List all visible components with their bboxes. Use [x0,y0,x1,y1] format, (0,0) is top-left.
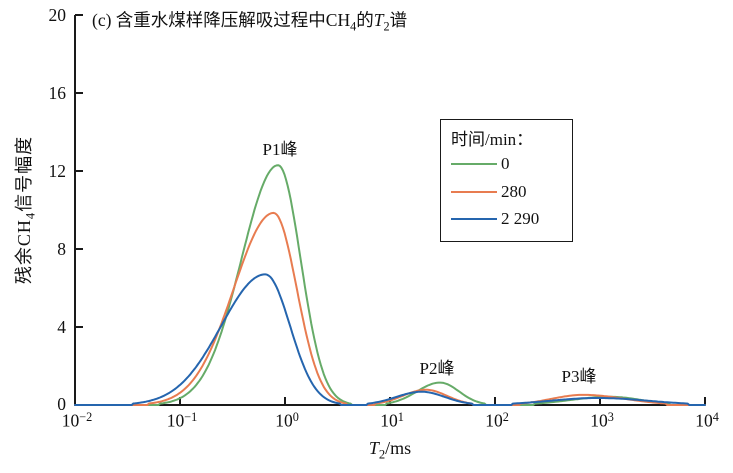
legend-line-green [451,163,497,166]
x-tick-exp: 3 [607,410,614,424]
curve-2290min [74,273,706,406]
x-tick-base: 10 [380,410,398,431]
y-tick-label-8: 8 [57,238,66,259]
y-tick-label-4: 4 [57,316,66,337]
x-tick-label-1e3: 103 [562,410,642,431]
y-axis-label: 残余CH4信号幅度 [14,136,38,284]
legend-entry-0: 0 [451,151,564,177]
peak-label-p1: P1峰 [262,140,298,160]
legend-entry-280: 280 [451,179,564,205]
x-tick-base: 10 [166,410,185,431]
chart-title-t: T [373,10,384,30]
curve-280min [74,211,706,406]
legend-box: 时间/min： 0 280 2 290 [440,119,573,242]
x-tick-base: 10 [590,410,608,431]
x-tick-label-1e1: 101 [352,410,432,431]
axis-lines [74,14,706,406]
y-tick-label-12: 12 [48,160,67,181]
curve-0min [74,164,706,406]
x-tick-base: 10 [61,410,80,431]
peak-label-p3: P3峰 [561,367,597,387]
legend-label-2290: 2 290 [501,208,540,228]
x-tick-exp: −1 [184,410,198,424]
legend-title: 时间/min： [451,130,534,149]
y-axis-label-ch-sub: 4 [23,211,38,220]
spectrum-curves [74,164,706,406]
x-axis-label-t: T [368,438,379,458]
legend-label-0: 0 [501,154,510,174]
x-tick-exp: 2 [502,410,509,424]
chart-title-t-sub: 2 [383,19,390,34]
x-axis-label-t-sub: 2 [378,447,386,462]
legend-line-blue [451,217,497,220]
chart-title-ch: CH [325,10,351,30]
y-tick-label-16: 16 [48,82,67,103]
x-tick-exp: 0 [292,410,299,424]
x-tick-exp: −2 [79,410,93,424]
x-tick-label-1e-1: 10−1 [142,410,222,431]
x-tick-label-1e4: 104 [667,410,733,431]
x-tick-base: 10 [485,410,503,431]
x-tick-label-1e2: 102 [457,410,537,431]
x-tick-base: 10 [695,410,713,431]
y-tick-label-20: 20 [48,4,67,25]
x-axis-label: T2/ms [369,438,411,462]
x-tick-exp: 4 [712,410,719,424]
chart-title-ch-sub: 4 [350,19,357,34]
x-axis-label-unit: /ms [385,438,412,458]
x-tick-label-1e0: 100 [247,410,327,431]
peak-label-p2: P2峰 [419,359,455,379]
chart-title-text: (c) 含重水煤样降压解吸过程中 [92,10,326,30]
chart-title-end: 谱 [389,10,408,30]
legend-label-280: 280 [501,181,527,201]
x-tick-base: 10 [275,410,293,431]
axes [74,14,706,406]
x-tick-exp: 1 [397,410,404,424]
legend-line-orange [451,190,497,193]
x-tick-label-1e-2: 10−2 [37,410,117,431]
chart-title-mid: 的 [356,10,374,30]
y-tick-label-0: 0 [57,393,66,414]
chart-title: (c) 含重水煤样降压解吸过程中CH4的T2谱 [92,10,407,33]
legend-entry-2290: 2 290 [451,206,564,232]
